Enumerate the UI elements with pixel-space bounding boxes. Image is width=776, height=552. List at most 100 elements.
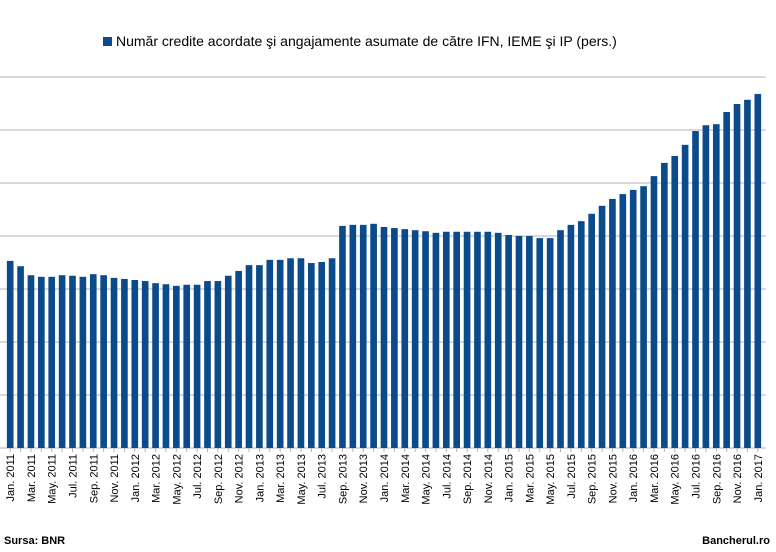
bar: [121, 278, 128, 448]
x-tick-label: Nov. 2011: [109, 454, 121, 503]
bar: [69, 275, 76, 448]
x-tick-label: Jul. 2016: [691, 454, 703, 499]
bar: [598, 205, 606, 448]
x-tick-label: Jan. 2012: [130, 454, 142, 502]
bar: [494, 232, 502, 448]
bar: [214, 281, 222, 448]
x-tick-label: May. 2016: [670, 454, 682, 505]
bar: [318, 261, 326, 448]
bar: [38, 276, 45, 448]
bar: [193, 284, 201, 448]
bar: [712, 124, 720, 449]
x-tick-label: Mar. 2011: [26, 454, 38, 502]
bar: [256, 265, 263, 448]
x-tick-label: May. 2014: [421, 454, 433, 505]
bar: [27, 275, 35, 448]
x-tick-label: Mar. 2016: [649, 454, 661, 503]
bar: [567, 224, 575, 448]
x-tick-label: Mar. 2013: [275, 454, 287, 503]
x-tick-label: Jan. 2017: [753, 454, 765, 502]
bar: [744, 99, 751, 448]
x-tick-label: Jan. 2016: [628, 454, 640, 502]
bar: [661, 162, 668, 449]
bar: [432, 232, 440, 448]
x-tick-label: Jan. 2011: [5, 454, 17, 502]
bar: [152, 283, 159, 448]
x-tick-label: Jan. 2013: [254, 454, 266, 502]
bar: [391, 228, 398, 448]
bar: [131, 279, 139, 448]
bar: [619, 194, 627, 448]
bar: [733, 104, 741, 448]
x-tick-label: Mar. 2015: [524, 454, 536, 503]
bar: [629, 189, 637, 448]
bar: [546, 238, 554, 448]
bar: [183, 284, 191, 448]
bar: [577, 221, 585, 448]
x-tick-label: Nov. 2016: [732, 454, 744, 503]
bar: [484, 231, 492, 448]
x-tick-label: Mar. 2014: [400, 454, 412, 503]
x-tick-label: Sep. 2016: [711, 454, 723, 504]
bar: [411, 230, 419, 448]
bar: [297, 258, 305, 448]
x-tick-label: May. 2012: [171, 454, 183, 505]
x-tick-label: Nov. 2015: [607, 454, 619, 503]
legend-label: Număr credite acordate şi angajamente as…: [116, 33, 617, 49]
bar: [359, 224, 367, 448]
legend-swatch: [103, 37, 112, 46]
bar: [453, 231, 461, 448]
bar: [702, 125, 710, 448]
bar: [557, 230, 564, 448]
bar: [380, 226, 388, 448]
bar: [754, 93, 762, 449]
bar: [515, 236, 523, 448]
bar: [328, 258, 336, 448]
x-tick-label: May. 2015: [545, 454, 557, 505]
x-tick-label: Jul. 2011: [67, 454, 79, 498]
bar: [422, 231, 429, 448]
x-tick-label: May. 2013: [296, 454, 308, 505]
bar: [650, 176, 658, 449]
bar: [536, 238, 544, 448]
bar: [723, 111, 730, 448]
bar: [173, 285, 180, 448]
bar: [370, 223, 377, 448]
bar: [307, 263, 315, 448]
credit: Bancherul.ro: [702, 535, 770, 547]
bar: [162, 284, 170, 448]
bar: [442, 231, 450, 448]
bar: [48, 276, 56, 448]
x-tick-label: Jul. 2012: [192, 454, 204, 499]
x-tick-label: Jul. 2015: [566, 454, 578, 499]
x-tick-label: Jan. 2015: [504, 454, 516, 502]
bar: [235, 270, 242, 448]
x-tick-label: Jul. 2014: [441, 454, 453, 499]
bar: [505, 234, 512, 448]
source: Sursa: BNR: [4, 535, 65, 547]
x-tick-label: May. 2011: [47, 454, 59, 504]
bar: [110, 277, 118, 448]
bar: [17, 266, 24, 448]
bar: [6, 260, 14, 448]
bar: [526, 236, 533, 448]
bar: [588, 213, 595, 448]
bar: [266, 259, 274, 448]
bar: [141, 281, 149, 448]
bar: [463, 231, 471, 448]
bar: [245, 265, 253, 448]
x-tick-label: Jul. 2013: [317, 454, 329, 499]
bar: [287, 258, 294, 448]
bar: [79, 276, 87, 448]
x-tick-label: Nov. 2014: [483, 454, 495, 503]
x-tick-label: Sep. 2014: [462, 454, 474, 504]
x-tick-label: Sep. 2013: [337, 454, 349, 504]
x-tick-label: Mar. 2012: [151, 454, 163, 503]
bar: [349, 224, 357, 448]
bar: [640, 186, 647, 448]
bar: [100, 275, 107, 448]
bar: [89, 274, 97, 448]
bar: [609, 198, 616, 448]
x-tick-label: Nov. 2012: [234, 454, 246, 503]
